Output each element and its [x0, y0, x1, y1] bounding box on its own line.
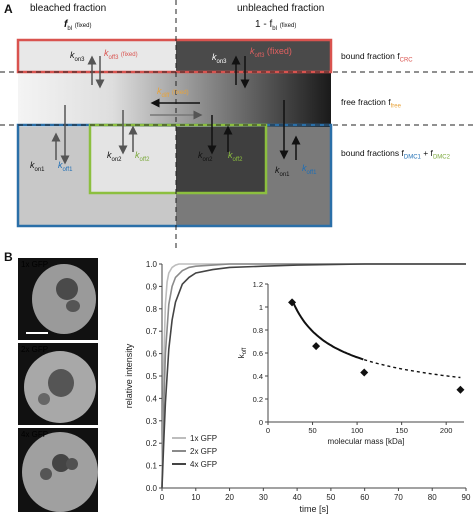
cell-label-4x: 4x GFP: [21, 430, 49, 439]
inset-point: [288, 298, 297, 307]
y-tick-label: 0.7: [146, 327, 158, 336]
label-koff3-right: koff3 (fixed): [250, 46, 292, 59]
y-tick-label: 0.1: [146, 462, 158, 471]
label-kon1-right: kon1: [275, 165, 290, 178]
label-kon3-right: kon3: [212, 52, 227, 65]
inset-y-tick-label: 0.4: [253, 372, 263, 381]
label-bound-dmc: bound fractions fDMC1 + fDMC2: [341, 148, 450, 161]
inset-y-tick-label: 0.6: [253, 349, 263, 358]
inset-x-tick-label: 0: [266, 426, 270, 435]
y-tick-label: 0.6: [146, 350, 158, 359]
main-chart: 0 10 20 30 40 50 60 70 80 900.00.10.20.30.40.50.6…: [124, 260, 471, 514]
crc-bleached-bg: [18, 40, 176, 72]
inset-y-tick-label: 1.2: [253, 280, 263, 289]
x-tick-label: 10: [191, 493, 200, 502]
inset-y-axis-label: koff: [237, 347, 248, 358]
inset-x-axis-label: molecular mass [kDa]: [328, 437, 405, 446]
y-axis-label: relative intensity: [124, 343, 134, 408]
inset-fit-dashed: [364, 359, 461, 379]
y-tick-label: 1.0: [146, 260, 158, 269]
inset-x-tick-label: 100: [351, 426, 364, 435]
label-free: free fraction ffree: [341, 97, 401, 110]
x-axis-label: time [s]: [299, 504, 328, 514]
x-tick-label: 0: [160, 493, 165, 502]
inset-y-tick-label: 0.2: [253, 395, 263, 404]
x-tick-label: 60: [360, 493, 369, 502]
cell-label-1x: 1x GFP: [21, 260, 49, 269]
label-koff2-left: koff2: [135, 150, 150, 163]
y-tick-label: 0.0: [146, 484, 158, 493]
y-tick-label: 0.9: [146, 282, 158, 291]
x-tick-label: 80: [428, 493, 437, 502]
label-kon2-right: kon2: [198, 150, 213, 163]
legend-label: 1x GFP: [190, 434, 217, 443]
inset-x-tick-label: 200: [440, 426, 453, 435]
x-tick-label: 50: [326, 493, 335, 502]
scale-bar: [26, 332, 48, 334]
y-tick-label: 0.5: [146, 372, 158, 381]
diagram-svg: [0, 0, 474, 250]
inset-x-tick-label: 150: [395, 426, 408, 435]
label-kdiff: kdiff (fixed): [157, 86, 189, 99]
panel-b-letter: B: [4, 250, 13, 264]
legend-label: 2x GFP: [190, 447, 217, 456]
cell-label-2x: 2x GFP: [21, 345, 49, 354]
inset-point: [456, 385, 465, 394]
label-koff2-right: koff2: [228, 150, 243, 163]
series-line-4x-gfp: [161, 263, 466, 489]
y-tick-label: 0.4: [146, 394, 158, 403]
y-tick-label: 0.2: [146, 439, 158, 448]
header-bleached: bleached fraction: [30, 3, 107, 14]
cell-image-2x: [18, 343, 98, 425]
panel-a-letter: A: [4, 2, 13, 16]
y-tick-label: 0.8: [146, 305, 158, 314]
label-kon3-left: kon3: [70, 50, 85, 63]
x-tick-label: 40: [293, 493, 302, 502]
label-koff3-left: koff3 (fixed): [104, 48, 138, 61]
label-koff1-right: koff1: [302, 163, 317, 176]
inset-y-tick-label: 1: [259, 303, 263, 312]
label-koff1-left: koff1: [58, 160, 73, 173]
label-bound-crc: bound fraction fCRC: [341, 51, 413, 64]
legend-label: 4x GFP: [190, 460, 217, 469]
dmc2-unbleached-bg: [176, 127, 266, 193]
cell-image-4x: [18, 428, 98, 512]
x-tick-label: 20: [225, 493, 234, 502]
label-kon2-left: kon2: [107, 150, 122, 163]
inset-y-tick-label: 0: [259, 418, 263, 427]
x-tick-label: 30: [259, 493, 268, 502]
inset-y-tick-label: 0.8: [253, 326, 263, 335]
x-tick-label: 70: [394, 493, 403, 502]
inset-fit-solid: [291, 299, 364, 361]
x-tick-label: 90: [462, 493, 471, 502]
series-line-2x-gfp: [161, 263, 466, 489]
f-bl-left: fbl (fixed): [64, 19, 92, 32]
inset-point: [312, 342, 321, 351]
cell-image-1x: [18, 258, 98, 340]
inset-x-tick-label: 50: [308, 426, 316, 435]
header-unbleached: unbleached fraction: [237, 3, 325, 14]
dmc2-box: [88, 123, 268, 195]
label-kon1-left: kon1: [30, 160, 45, 173]
inset-background: [238, 276, 470, 450]
free-fraction-bg: [18, 72, 331, 127]
f-bl-right: 1 - fbl (fixed): [255, 19, 297, 32]
y-tick-label: 0.3: [146, 417, 158, 426]
crc-unbleached-bg: [176, 40, 331, 72]
inset-point: [360, 368, 369, 377]
